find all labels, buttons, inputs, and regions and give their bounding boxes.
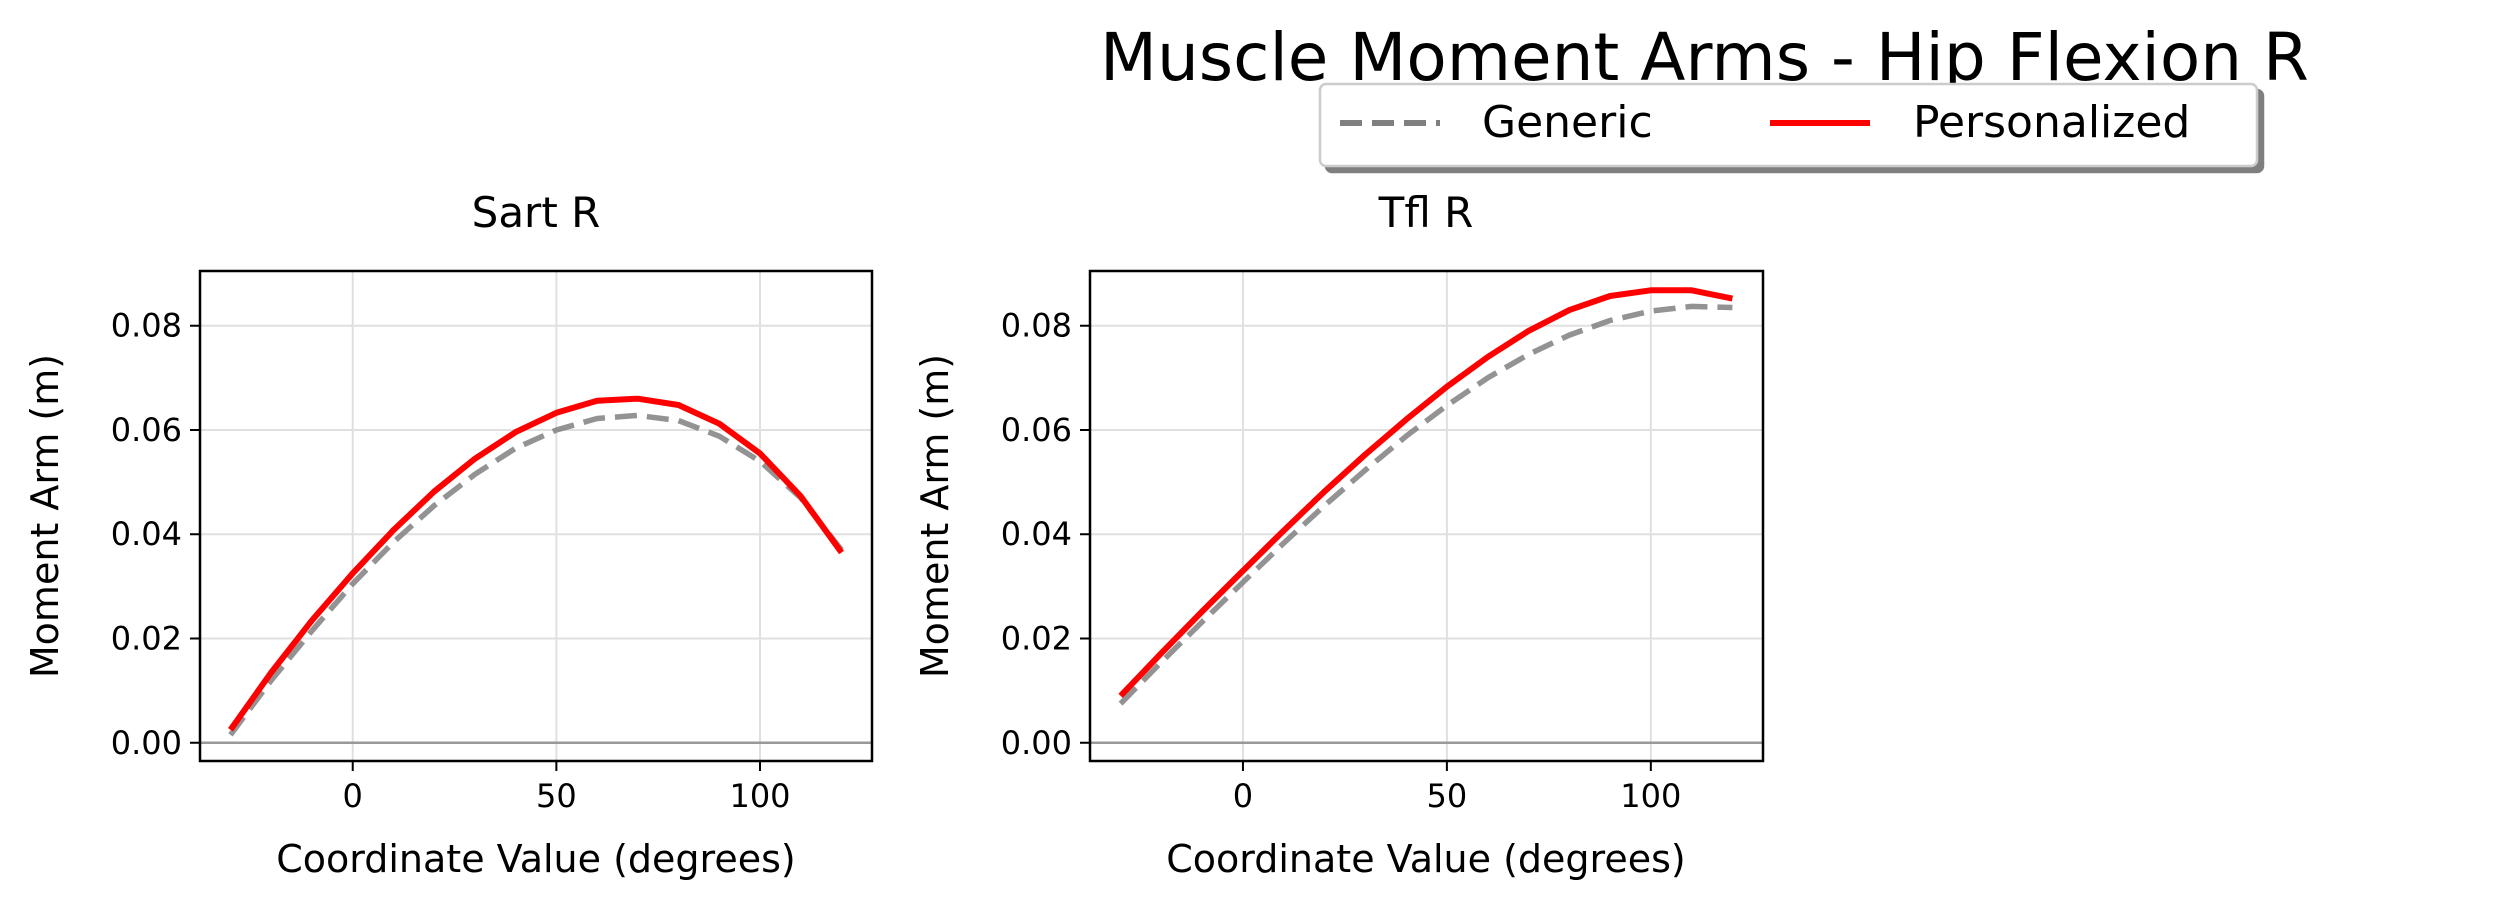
y-ticks: 0.00 0.02 0.04 0.06 0.08 xyxy=(111,307,200,762)
x-tick-label: 0 xyxy=(1233,777,1253,815)
series-line-generic xyxy=(1118,303,1733,706)
y-tick-label: 0.08 xyxy=(1001,307,1072,345)
y-tick-label: 0.02 xyxy=(1001,620,1072,658)
x-ticks: 0 50 100 xyxy=(343,761,791,815)
grid-lines xyxy=(1090,271,1763,761)
series-line-personalized xyxy=(228,395,844,732)
y-ticks: 0.00 0.02 0.04 0.06 0.08 xyxy=(1001,307,1090,762)
y-tick-label: 0.02 xyxy=(111,620,182,658)
legend-entries: Generic Personalized xyxy=(1340,97,2190,148)
y-tick-label: 0.04 xyxy=(111,515,182,553)
y-tick-label: 0.00 xyxy=(1001,724,1072,762)
series-lines xyxy=(1118,287,1733,706)
subplot-title: Tfl R xyxy=(1378,188,1474,237)
y-axis-label: Moment Arm (m) xyxy=(913,354,957,678)
x-tick-label: 100 xyxy=(1620,777,1681,815)
grid-lines xyxy=(200,271,872,761)
x-axis-label: Coordinate Value (degrees) xyxy=(276,837,795,881)
subplot-tfl-r: Tfl R 0 50 100 0.00 0.02 0.04 0.06 0.08 Coordi… xyxy=(913,188,1765,881)
axes-frame xyxy=(198,269,874,763)
legend-label-generic: Generic xyxy=(1482,97,1653,148)
y-tick-label: 0.06 xyxy=(111,411,182,449)
series-line-generic xyxy=(228,412,844,737)
y-axis-label: Moment Arm (m) xyxy=(23,354,67,678)
series-lines xyxy=(228,395,844,737)
series-line-personalized xyxy=(1118,287,1733,698)
x-tick-label: 100 xyxy=(729,777,790,815)
y-tick-label: 0.04 xyxy=(1001,515,1072,553)
x-tick-label: 50 xyxy=(1427,777,1468,815)
y-tick-label: 0.06 xyxy=(1001,411,1072,449)
x-tick-label: 0 xyxy=(343,777,363,815)
subplot-sart-r: Sart R 0 50 100 0.00 0.02 0.04 0.06 0.08 Coord… xyxy=(23,188,874,881)
y-tick-label: 0.08 xyxy=(111,307,182,345)
subplot-title: Sart R xyxy=(472,188,601,237)
x-ticks: 0 50 100 xyxy=(1233,761,1681,815)
x-tick-label: 50 xyxy=(536,777,577,815)
x-axis-label: Coordinate Value (degrees) xyxy=(1166,837,1685,881)
y-tick-label: 0.00 xyxy=(111,724,182,762)
axes-frame xyxy=(1088,269,1765,763)
legend-label-personalized: Personalized xyxy=(1913,97,2190,148)
